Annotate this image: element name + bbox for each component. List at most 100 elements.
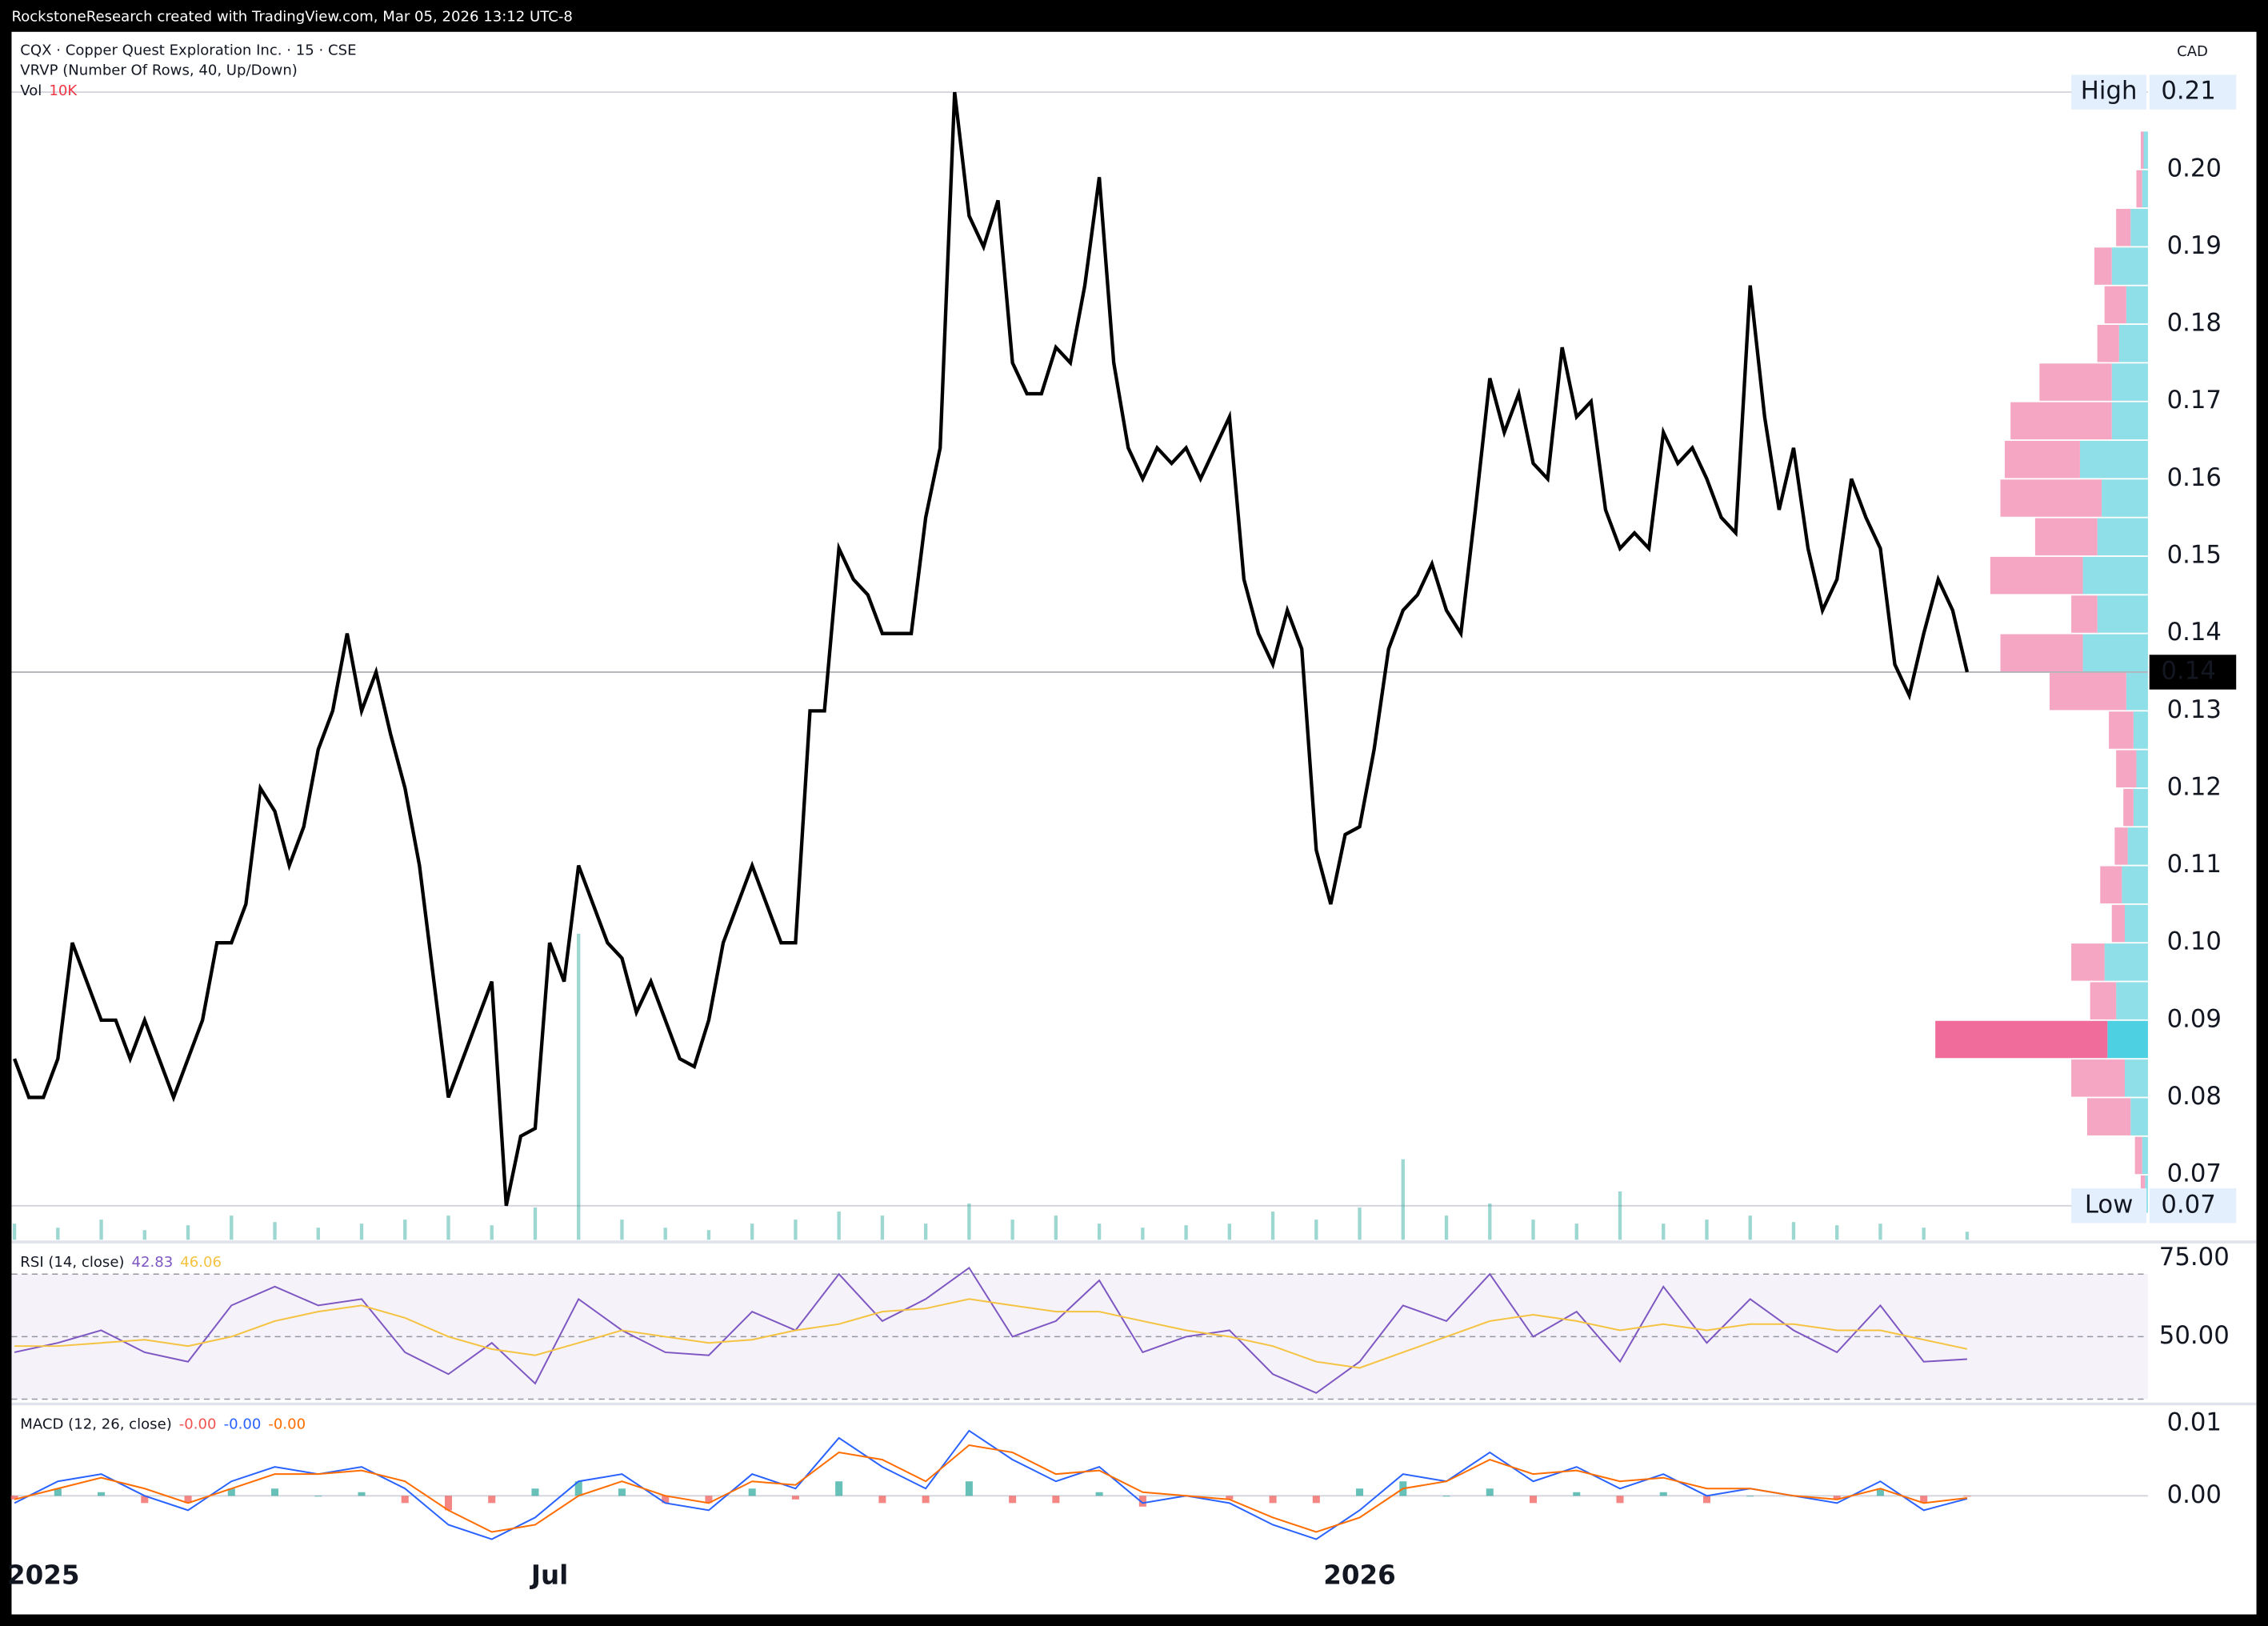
legend-text: 42.83 (132, 1254, 174, 1271)
histogram-bar (488, 1496, 496, 1504)
extreme-value: 0.21 (2161, 77, 2215, 106)
extreme-name: Low (2085, 1190, 2134, 1219)
volume-bar (1270, 1211, 1275, 1240)
histogram-bar (1833, 1496, 1841, 1500)
volume-bar (1010, 1220, 1014, 1240)
profile-down (2134, 1136, 2142, 1175)
volume-bar (1054, 1215, 1058, 1240)
front-layer: 0.07 0.08 0.09 0.10 0.11 0.12 0.13 0.14 0.15 0.16… (7, 42, 2237, 1591)
volume-bar (1878, 1224, 1882, 1240)
histogram-bar (1052, 1496, 1060, 1504)
profile-down (2140, 131, 2144, 169)
histogram-bar (531, 1488, 539, 1496)
y-tick-label: 0.00 (2167, 1480, 2222, 1509)
volume-bar (1965, 1232, 1970, 1240)
volume-bar (99, 1220, 103, 1240)
y-tick-label: 0.15 (2167, 541, 2222, 570)
profile-down (2111, 904, 2126, 943)
profile-up (2104, 943, 2148, 981)
profile-up (2127, 827, 2148, 865)
histogram-bar (1876, 1488, 1884, 1496)
volume-bar (316, 1228, 320, 1240)
profile-up (2133, 788, 2148, 827)
histogram-bar (1573, 1492, 1581, 1496)
volume-bar (923, 1224, 928, 1240)
extreme-value-box (2149, 74, 2237, 110)
last-price-box (2149, 655, 2237, 690)
y-tick-label: 0.13 (2167, 695, 2222, 724)
y-tick-label: 0.20 (2167, 154, 2222, 182)
profile-up (2111, 363, 2148, 401)
profile-up (2118, 324, 2148, 362)
profile-up (2082, 556, 2148, 595)
histogram-bar (401, 1496, 409, 1504)
volume-bar (794, 1220, 798, 1240)
profile-down (2123, 788, 2134, 827)
legend-text: 10K (49, 82, 78, 99)
indicator-line (14, 1429, 1968, 1540)
histogram-bar (141, 1496, 149, 1504)
histogram-bar (98, 1492, 106, 1496)
legend-text: 46.06 (180, 1254, 222, 1271)
x-tick-label: 2026 (1323, 1560, 1396, 1591)
y-tick-label: 0.01 (2167, 1408, 2222, 1436)
x-tick-label: Jul (530, 1560, 568, 1591)
header-text: RockstoneResearch created with TradingVi… (11, 9, 572, 26)
profile-down (2000, 479, 2102, 517)
profile-down (2010, 402, 2112, 440)
volume-bar (359, 1224, 364, 1240)
legend-text: CQX · Copper Quest Exploration Inc. · 15… (20, 42, 356, 58)
histogram-bar (835, 1481, 843, 1496)
profile-down (2071, 595, 2098, 633)
profile-up (2097, 595, 2148, 633)
histogram-bar (1702, 1496, 1711, 1504)
volume-bar (1097, 1224, 1102, 1240)
back-layer (10, 91, 2148, 1511)
y-tick-label: 0.16 (2167, 463, 2222, 492)
profile-down (2114, 827, 2128, 865)
histogram-bar (662, 1496, 670, 1504)
profile-up (2082, 634, 2148, 672)
volume-bar (12, 1224, 17, 1240)
profile-up (2122, 866, 2148, 903)
profile-down (2090, 982, 2117, 1019)
profile-down (2116, 209, 2131, 246)
histogram-bar (54, 1488, 62, 1496)
profile-up (2130, 1098, 2148, 1135)
indicator-line (14, 1298, 1968, 1369)
volume-bar (1314, 1220, 1318, 1240)
histogram-bar (444, 1496, 453, 1511)
profile-down (2071, 943, 2105, 981)
volume-bar (706, 1230, 711, 1240)
histogram-bar (705, 1496, 713, 1504)
price-line (13, 91, 1970, 1207)
histogram-bar (618, 1488, 626, 1496)
y-tick-label: 0.19 (2167, 231, 2222, 260)
profile-down (2109, 711, 2134, 749)
profile-down (1935, 1020, 2108, 1059)
volume-bar (1705, 1220, 1709, 1240)
volume-bar (1141, 1228, 1145, 1240)
histogram-bar (1486, 1488, 1494, 1496)
profile-up (2097, 518, 2148, 556)
legend-text: Vol (20, 82, 42, 99)
volume-bar (56, 1228, 60, 1240)
legend-text: MACD (12, 26, close) (20, 1416, 171, 1433)
last-price-label: 0.14 (2161, 656, 2215, 685)
volume-bar (1574, 1224, 1578, 1240)
volume-bar (880, 1215, 885, 1240)
profile-up (2133, 711, 2148, 749)
y-tick-label: 75.00 (2159, 1243, 2230, 1272)
indicator-line (14, 1444, 1968, 1533)
histogram-bar (1529, 1496, 1538, 1504)
x-tick-label: 2025 (7, 1560, 80, 1591)
profile-down (2004, 440, 2080, 479)
profile-up (2143, 131, 2148, 169)
histogram-bar (748, 1488, 756, 1496)
profile-up (2142, 170, 2148, 208)
histogram-bar (1356, 1488, 1364, 1496)
histogram-bar (1312, 1496, 1320, 1504)
y-tick-label: 50.00 (2159, 1321, 2230, 1350)
profile-up (2116, 982, 2148, 1019)
